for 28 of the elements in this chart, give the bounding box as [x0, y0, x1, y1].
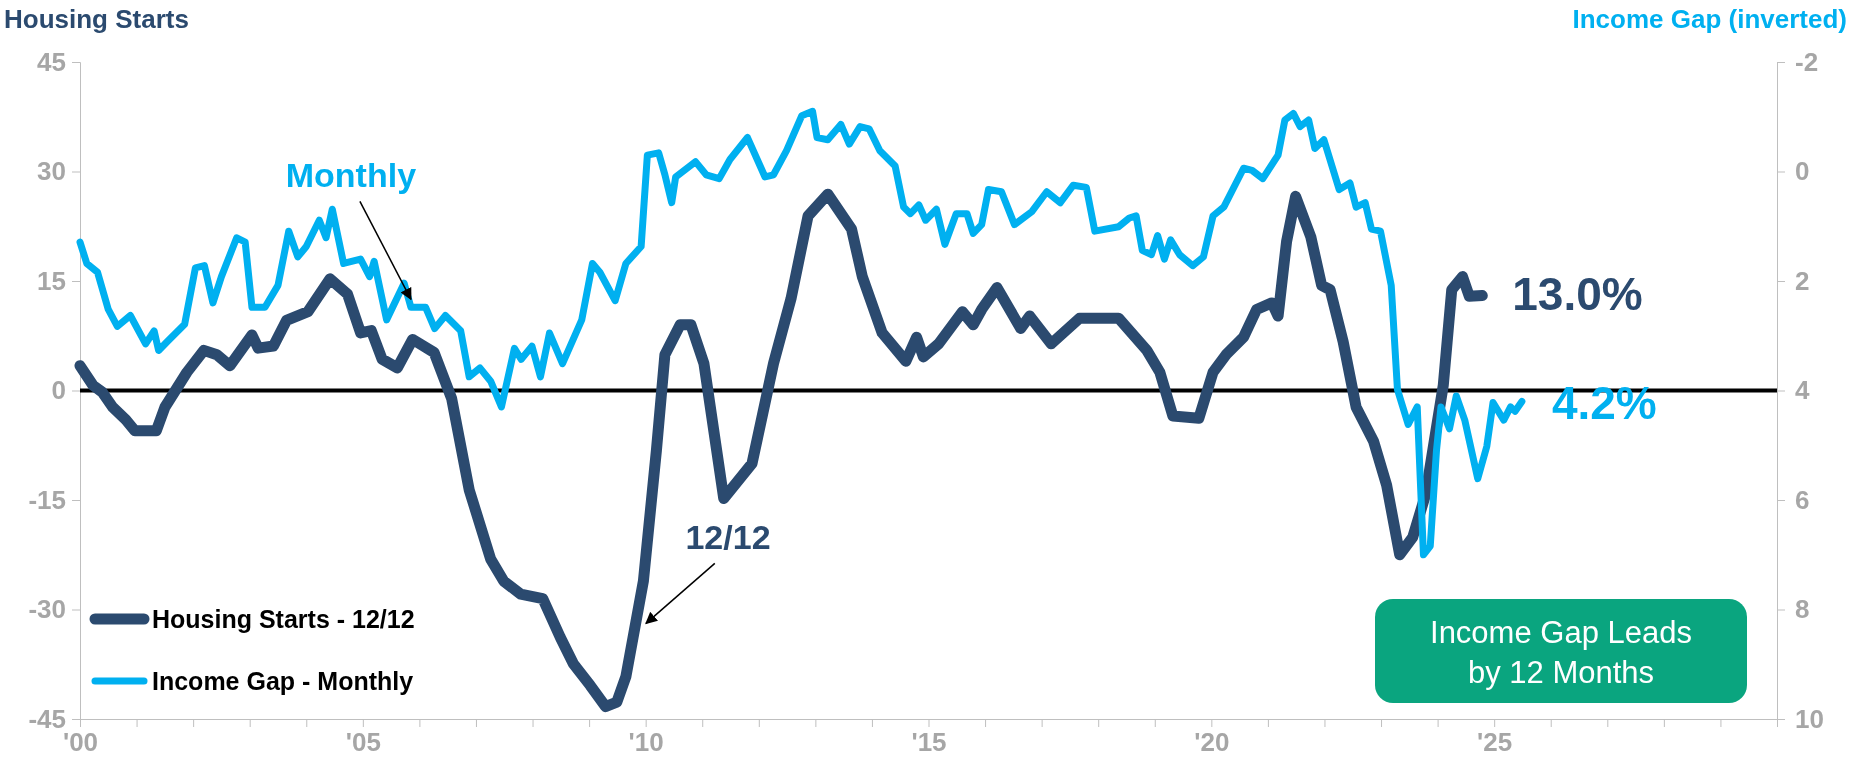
y2-tick-label: 4: [1795, 375, 1810, 406]
y-tick-label: 0: [51, 375, 66, 406]
y2-tick-label: 0: [1795, 156, 1810, 187]
y2-axis-title: Income Gap (inverted): [1572, 4, 1847, 34]
data-label: 13.0%: [1512, 267, 1643, 320]
y-tick-label: 30: [37, 156, 66, 187]
x-tick-label: '05: [345, 727, 381, 758]
annotation: Income Gap Leads by 12 Months: [1430, 615, 1692, 690]
annotation: 12/12: [685, 518, 771, 557]
y2-tick-label: -2: [1795, 46, 1819, 77]
note-box: Income Gap Leads by 12 Months: [1375, 599, 1747, 703]
y-tick-label: -15: [28, 484, 66, 515]
y-tick-label: -30: [28, 594, 66, 625]
y2-tick-label: 2: [1795, 265, 1810, 296]
data-label: 4.2%: [1551, 377, 1657, 430]
annotation: Monthly: [285, 156, 417, 195]
x-tick-label: '20: [1194, 727, 1230, 758]
y2-tick-label: 10: [1795, 703, 1824, 734]
y-axis-title: Housing Starts: [4, 4, 189, 34]
y-tick-label: 15: [37, 265, 66, 296]
y-tick-label: 45: [37, 46, 66, 77]
x-tick-label: '15: [911, 727, 947, 758]
y2-tick-label: 6: [1795, 484, 1810, 515]
x-tick-label: '25: [1477, 727, 1513, 758]
y2-tick-label: 8: [1795, 594, 1810, 625]
legend-label: Housing Starts - 12/12: [152, 605, 415, 633]
legend-label: Income Gap - Monthly: [152, 667, 414, 695]
x-tick-label: '10: [628, 727, 664, 758]
